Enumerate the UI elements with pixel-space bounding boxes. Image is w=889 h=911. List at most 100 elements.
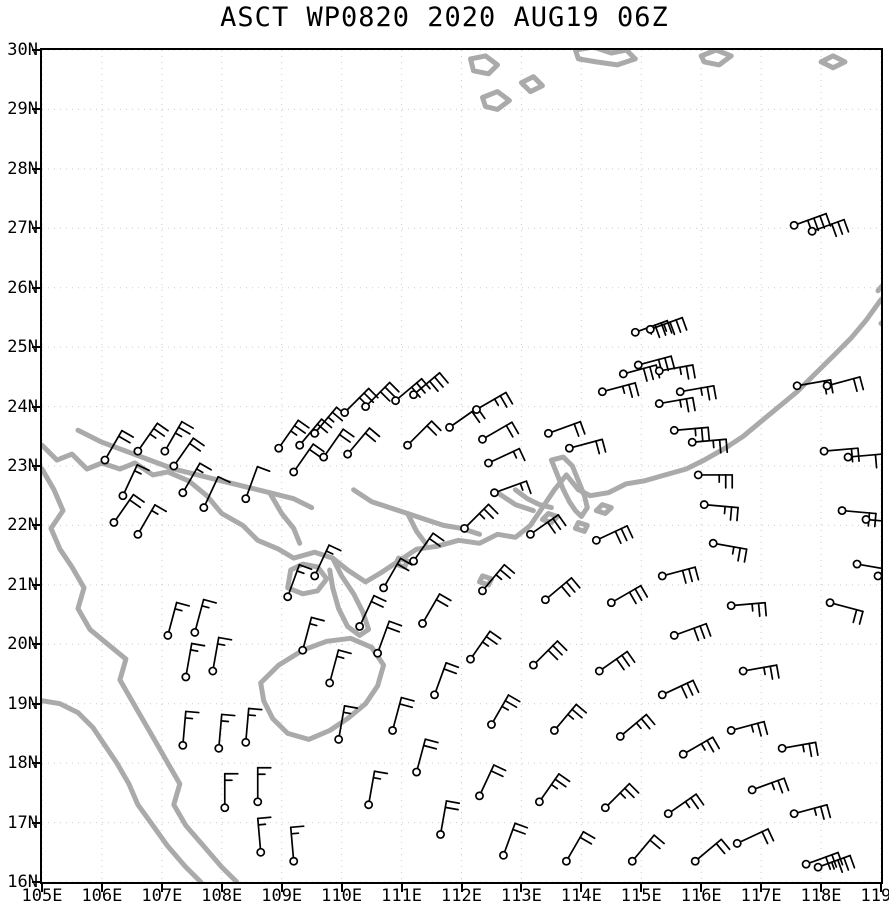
map-canvas xyxy=(42,50,881,882)
wind-barb xyxy=(241,707,263,747)
x-axis-tick-label: 106E xyxy=(81,886,123,906)
wind-barb xyxy=(822,376,865,393)
wind-barb xyxy=(645,316,688,336)
wind-barb xyxy=(310,544,342,581)
y-axis-tick-label: 17N xyxy=(7,812,38,833)
wind-barb xyxy=(528,640,568,670)
wind-barb xyxy=(732,828,775,848)
wind-barb xyxy=(289,825,305,866)
wind-barb xyxy=(561,830,596,866)
wind-barb xyxy=(163,601,191,640)
wind-barb xyxy=(298,616,325,655)
x-axis-tick xyxy=(160,884,163,892)
wind-barb xyxy=(591,525,634,545)
x-axis-tick xyxy=(340,884,343,892)
wind-barb xyxy=(475,764,507,801)
x-axis-tick-label: 110E xyxy=(321,886,363,906)
x-axis-tick-label: 109E xyxy=(261,886,303,906)
x-axis-tick xyxy=(41,884,43,892)
wind-barb xyxy=(738,664,780,680)
wind-barb xyxy=(873,571,881,581)
wind-barb xyxy=(669,425,711,442)
y-axis-tick-label: 21N xyxy=(7,574,38,595)
wind-barb xyxy=(283,563,313,602)
wind-barb xyxy=(678,736,721,759)
y-axis-tick xyxy=(32,524,40,527)
wind-barb xyxy=(600,782,640,813)
y-axis-tick xyxy=(32,762,40,765)
y-axis-tick xyxy=(32,49,40,51)
wind-barb xyxy=(178,462,212,498)
y-axis-tick-label: 29N xyxy=(7,99,38,120)
wind-barb xyxy=(708,538,748,563)
wind-barb xyxy=(789,212,832,232)
x-axis-tick-label: 105E xyxy=(21,886,63,906)
wind-barb xyxy=(334,705,359,744)
y-axis-tick-label: 26N xyxy=(7,277,38,298)
y-axis-tick-label: 20N xyxy=(7,634,38,655)
x-axis-tick-label: 118E xyxy=(800,886,842,906)
x-axis-tick xyxy=(640,884,643,892)
wind-barb xyxy=(388,696,415,735)
wind-barb xyxy=(633,355,676,373)
wind-barb xyxy=(777,741,819,758)
wind-barb xyxy=(361,381,400,412)
wind-barb xyxy=(534,773,571,807)
wind-barb xyxy=(460,503,499,533)
wind-barb xyxy=(792,379,834,395)
wind-barb xyxy=(220,772,239,813)
y-axis-tick xyxy=(32,821,40,824)
y-axis-tick-label: 28N xyxy=(7,158,38,179)
wind-barb xyxy=(199,475,231,513)
y-axis-tick xyxy=(32,702,40,705)
wind-barb xyxy=(669,622,712,642)
wind-barb xyxy=(484,447,526,468)
wind-barb xyxy=(466,630,502,664)
grid-layer xyxy=(42,50,881,882)
x-axis-tick xyxy=(820,884,823,892)
wind-barb xyxy=(478,421,520,444)
wind-barb xyxy=(813,854,856,874)
plot-area xyxy=(40,48,883,884)
x-axis-tick xyxy=(580,884,583,892)
y-axis-tick xyxy=(32,108,40,111)
x-axis-tick xyxy=(280,884,283,892)
y-axis-tick xyxy=(32,643,40,646)
wind-barb xyxy=(310,406,348,438)
x-axis-tick xyxy=(100,884,103,892)
wind-barb xyxy=(181,642,206,682)
y-axis-tick-label: 30N xyxy=(7,40,38,60)
wind-barb xyxy=(379,557,413,593)
wind-barb xyxy=(825,598,864,625)
wind-barb xyxy=(618,364,661,382)
wind-barb xyxy=(837,506,877,528)
wind-barb xyxy=(190,598,218,637)
x-axis-tick xyxy=(400,884,403,892)
x-axis-tick-label: 113E xyxy=(500,886,542,906)
x-axis-tick xyxy=(520,884,523,892)
wind-barb xyxy=(169,437,205,471)
x-axis-tick-label: 114E xyxy=(560,886,602,906)
wind-barb xyxy=(627,834,665,866)
coastline-layer xyxy=(42,50,881,882)
x-axis-tick-label: 119E xyxy=(860,886,889,906)
x-axis-tick xyxy=(700,884,703,892)
wind-barb-layer xyxy=(100,212,881,874)
wind-barb xyxy=(364,770,389,810)
wind-barb xyxy=(549,703,588,735)
wind-barb xyxy=(615,713,656,741)
wind-barb xyxy=(747,777,790,795)
wind-barb xyxy=(403,420,442,450)
wind-barb xyxy=(256,816,272,857)
wind-barb xyxy=(594,650,636,676)
wind-barb xyxy=(663,793,705,819)
wind-barb xyxy=(789,804,832,820)
wind-barb xyxy=(726,601,768,618)
wind-barb xyxy=(418,593,452,628)
y-axis-tick-label: 18N xyxy=(7,753,38,774)
wind-barb xyxy=(819,446,860,463)
x-axis-tick-label: 115E xyxy=(620,886,662,906)
page-title: ASCT WP0820 2020 AUG19 06Z xyxy=(220,2,669,33)
y-axis-tick xyxy=(32,286,40,289)
